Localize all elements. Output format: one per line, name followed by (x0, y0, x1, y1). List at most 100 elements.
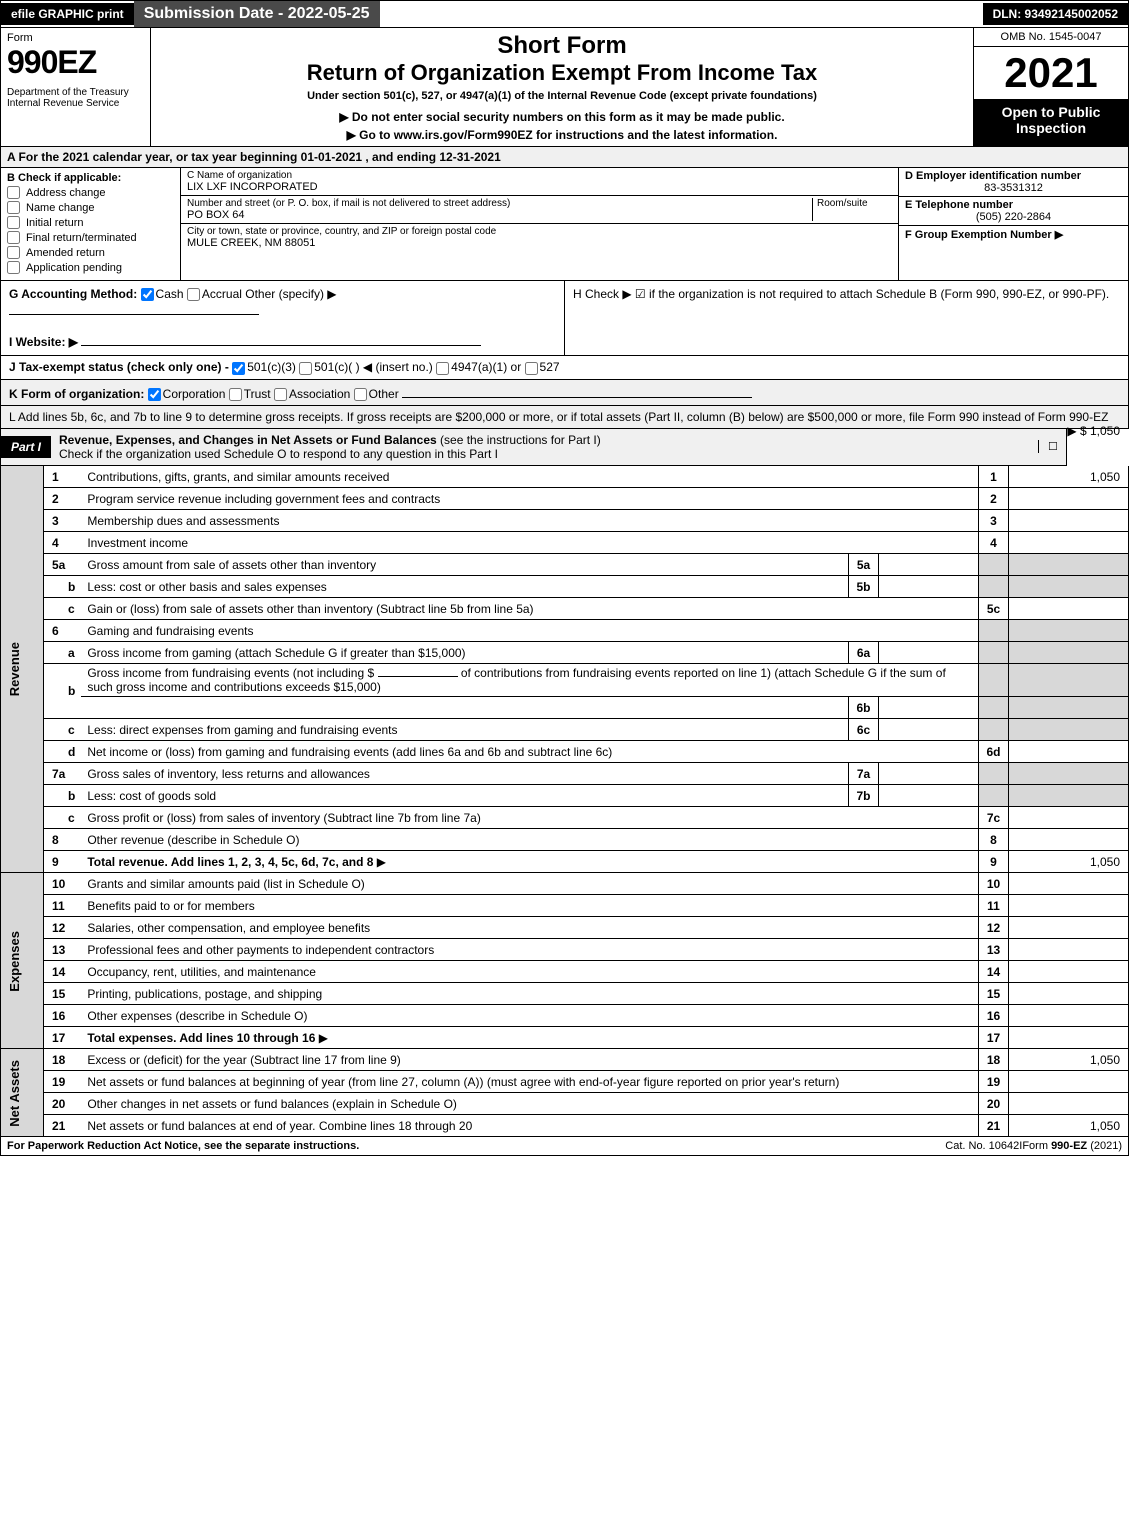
side-revenue: Revenue (7, 642, 22, 696)
label-501c3: 501(c)(3) (247, 360, 296, 374)
line-6d: dNet income or (loss) from gaming and fu… (1, 741, 1129, 763)
line-9: 9Total revenue. Add lines 1, 2, 3, 4, 5c… (1, 851, 1129, 873)
line-6b-input[interactable] (378, 676, 458, 677)
section-a-text: A For the 2021 calendar year, or tax yea… (7, 150, 501, 164)
check-amended-return[interactable] (7, 246, 20, 259)
line-2-desc: Program service revenue including govern… (81, 488, 978, 510)
line-9-value: 1,050 (1009, 851, 1129, 873)
label-4947a1: 4947(a)(1) or (451, 360, 521, 374)
part-1-header: Part I Revenue, Expenses, and Changes in… (0, 429, 1067, 466)
label-address-change: Address change (26, 187, 106, 199)
org-name-label: C Name of organization (187, 170, 892, 181)
line-6-desc: Gaming and fundraising events (81, 620, 978, 642)
section-g: G Accounting Method: Cash Accrual Other … (1, 281, 565, 355)
form-number: 990EZ (7, 44, 144, 81)
line-5b: bLess: cost or other basis and sales exp… (1, 576, 1129, 598)
line-6: 6Gaming and fundraising events (1, 620, 1129, 642)
website-input[interactable] (81, 332, 481, 346)
form-header: Form 990EZ Department of the TreasuryInt… (0, 28, 1129, 147)
check-cash[interactable] (141, 288, 154, 301)
part-1-title-text: Revenue, Expenses, and Changes in Net As… (59, 433, 437, 447)
top-bar: efile GRAPHIC print Submission Date - 20… (0, 0, 1129, 28)
part-1-schedule-o-check[interactable]: ☐ (1038, 440, 1066, 453)
section-j: J Tax-exempt status (check only one) - 5… (0, 356, 1129, 379)
line-3-desc: Membership dues and assessments (81, 510, 978, 532)
other-org-input[interactable] (402, 384, 752, 398)
k-label: K Form of organization: (9, 387, 144, 401)
check-accrual[interactable] (187, 288, 200, 301)
j-label: J Tax-exempt status (check only one) - (9, 360, 229, 374)
i-label: I Website: ▶ (9, 335, 78, 349)
line-8-desc: Other revenue (describe in Schedule O) (81, 829, 978, 851)
line-8: 8Other revenue (describe in Schedule O)8 (1, 829, 1129, 851)
header-left: Form 990EZ Department of the TreasuryInt… (1, 28, 151, 146)
submission-date: Submission Date - 2022-05-25 (134, 1, 380, 27)
check-initial-return[interactable] (7, 216, 20, 229)
ein-label: D Employer identification number (905, 170, 1122, 182)
label-cash: Cash (156, 287, 184, 301)
line-18-desc: Excess or (deficit) for the year (Subtra… (81, 1049, 978, 1071)
l-amount: ▶ $ 1,050 (1067, 424, 1120, 438)
part-1-title: Revenue, Expenses, and Changes in Net As… (51, 429, 1038, 465)
form-subtitle: Under section 501(c), 527, or 4947(a)(1)… (159, 90, 965, 102)
line-14: 14Occupancy, rent, utilities, and mainte… (1, 961, 1129, 983)
line-7a-desc: Gross sales of inventory, less returns a… (81, 763, 848, 785)
line-6b-2: 6b (1, 697, 1129, 719)
check-other-org[interactable] (354, 388, 367, 401)
form-word: Form (7, 32, 144, 44)
line-11: 11Benefits paid to or for members11 (1, 895, 1129, 917)
header-center: Short Form Return of Organization Exempt… (151, 28, 973, 146)
l-text: L Add lines 5b, 6c, and 7b to line 9 to … (9, 410, 1108, 424)
check-501c3[interactable] (232, 362, 245, 375)
check-501c[interactable] (299, 362, 312, 375)
label-initial-return: Initial return (26, 217, 83, 229)
short-form-title: Short Form (159, 32, 965, 60)
line-6d-desc: Net income or (loss) from gaming and fun… (81, 741, 978, 763)
note-no-ssn: ▶ Do not enter social security numbers o… (159, 110, 965, 124)
check-final-return[interactable] (7, 231, 20, 244)
footer-mid: Cat. No. 10642I (945, 1140, 1022, 1152)
line-7c-desc: Gross profit or (loss) from sales of inv… (81, 807, 978, 829)
label-amended-return: Amended return (26, 247, 105, 259)
check-trust[interactable] (229, 388, 242, 401)
line-5c-desc: Gain or (loss) from sale of assets other… (81, 598, 978, 620)
check-application-pending[interactable] (7, 261, 20, 274)
efile-print-label[interactable]: efile GRAPHIC print (1, 3, 134, 25)
label-accrual: Accrual (202, 287, 242, 301)
check-name-change[interactable] (7, 201, 20, 214)
note-instructions-link[interactable]: ▶ Go to www.irs.gov/Form990EZ for instru… (159, 128, 965, 142)
h-text: H Check ▶ ☑ if the organization is not r… (573, 287, 1109, 301)
label-name-change: Name change (26, 202, 95, 214)
line-5b-desc: Less: cost or other basis and sales expe… (81, 576, 848, 598)
check-association[interactable] (274, 388, 287, 401)
dln-label: DLN: 93492145002052 (983, 3, 1128, 25)
line-4: 4Investment income4 (1, 532, 1129, 554)
line-17-desc: Total expenses. Add lines 10 through 16 (87, 1031, 315, 1045)
line-13-desc: Professional fees and other payments to … (81, 939, 978, 961)
other-method-input[interactable] (9, 301, 259, 315)
line-14-desc: Occupancy, rent, utilities, and maintena… (81, 961, 978, 983)
label-trust: Trust (244, 387, 271, 401)
line-13: 13Professional fees and other payments t… (1, 939, 1129, 961)
line-1-desc: Contributions, gifts, grants, and simila… (87, 470, 389, 484)
side-expenses: Expenses (7, 931, 22, 992)
line-2: 2Program service revenue including gover… (1, 488, 1129, 510)
line-5a-desc: Gross amount from sale of assets other t… (81, 554, 848, 576)
check-corporation[interactable] (148, 388, 161, 401)
section-c: C Name of organization LIX LXF INCORPORA… (181, 168, 898, 280)
label-corporation: Corporation (163, 387, 226, 401)
line-1: Revenue 1 Contributions, gifts, grants, … (1, 466, 1129, 488)
check-address-change[interactable] (7, 186, 20, 199)
line-19: 19Net assets or fund balances at beginni… (1, 1071, 1129, 1093)
identity-grid: B Check if applicable: Address change Na… (0, 168, 1129, 281)
label-other-org: Other (369, 387, 399, 401)
line-6a-desc: Gross income from gaming (attach Schedul… (81, 642, 848, 664)
check-527[interactable] (525, 362, 538, 375)
label-527: 527 (540, 360, 560, 374)
check-4947a1[interactable] (436, 362, 449, 375)
side-net-assets: Net Assets (7, 1060, 22, 1127)
line-7b: bLess: cost of goods sold7b (1, 785, 1129, 807)
line-20: 20Other changes in net assets or fund ba… (1, 1093, 1129, 1115)
line-4-desc: Investment income (81, 532, 978, 554)
part-1-check-line: Check if the organization used Schedule … (59, 447, 498, 461)
